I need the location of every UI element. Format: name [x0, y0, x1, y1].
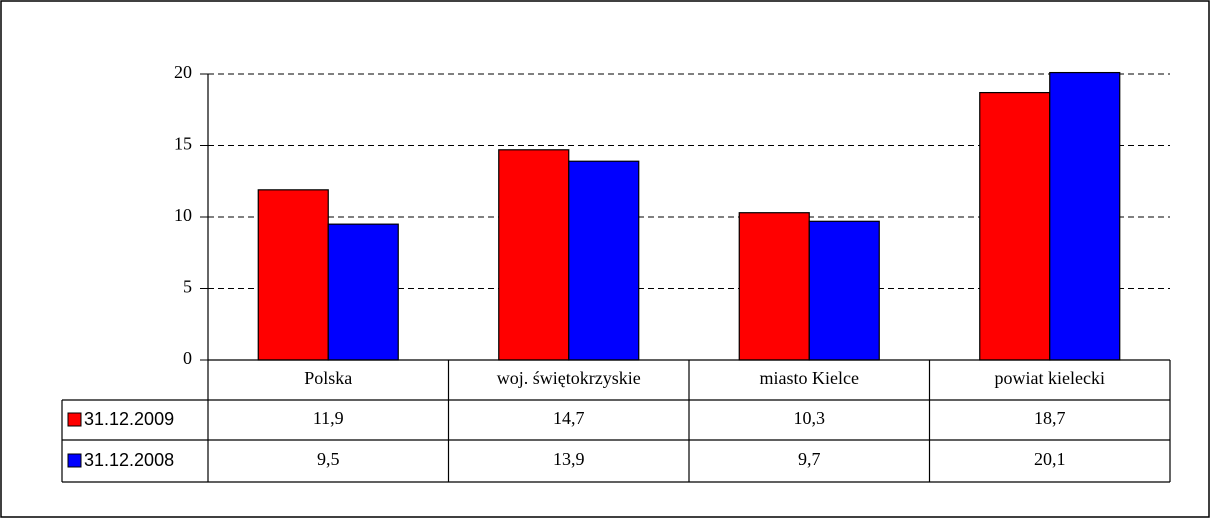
bar	[808, 220, 880, 361]
legend-swatch	[67, 453, 82, 468]
bar	[979, 91, 1051, 361]
bar	[568, 160, 640, 361]
data-table-value: 20,1	[1034, 449, 1066, 469]
y-tick-label: 10	[174, 205, 192, 225]
y-tick-label: 0	[183, 348, 192, 368]
x-tick-label: woj. świętokrzyskie	[497, 368, 641, 388]
data-table-value: 14,7	[553, 408, 585, 428]
x-tick-label: powiat kielecki	[995, 368, 1105, 388]
legend-label: 31.12.2008	[84, 450, 174, 470]
y-tick-label: 5	[183, 277, 192, 297]
y-tick-label: 15	[174, 134, 192, 154]
data-table-value: 10,3	[794, 408, 826, 428]
x-tick-label: miasto Kielce	[760, 368, 859, 388]
bar	[1049, 71, 1121, 361]
x-tick-label: Polska	[304, 368, 352, 388]
bar	[738, 212, 810, 361]
bar	[327, 223, 399, 361]
data-table-value: 9,5	[317, 449, 340, 469]
legend-label: 31.12.2009	[84, 409, 174, 429]
y-tick-label: 20	[174, 62, 192, 82]
legend-swatch	[67, 412, 82, 427]
bar	[257, 189, 329, 361]
data-table-value: 18,7	[1034, 408, 1066, 428]
data-table-value: 9,7	[798, 449, 821, 469]
data-table-value: 13,9	[553, 449, 585, 469]
data-table-value: 11,9	[313, 408, 344, 428]
bar	[498, 149, 570, 361]
